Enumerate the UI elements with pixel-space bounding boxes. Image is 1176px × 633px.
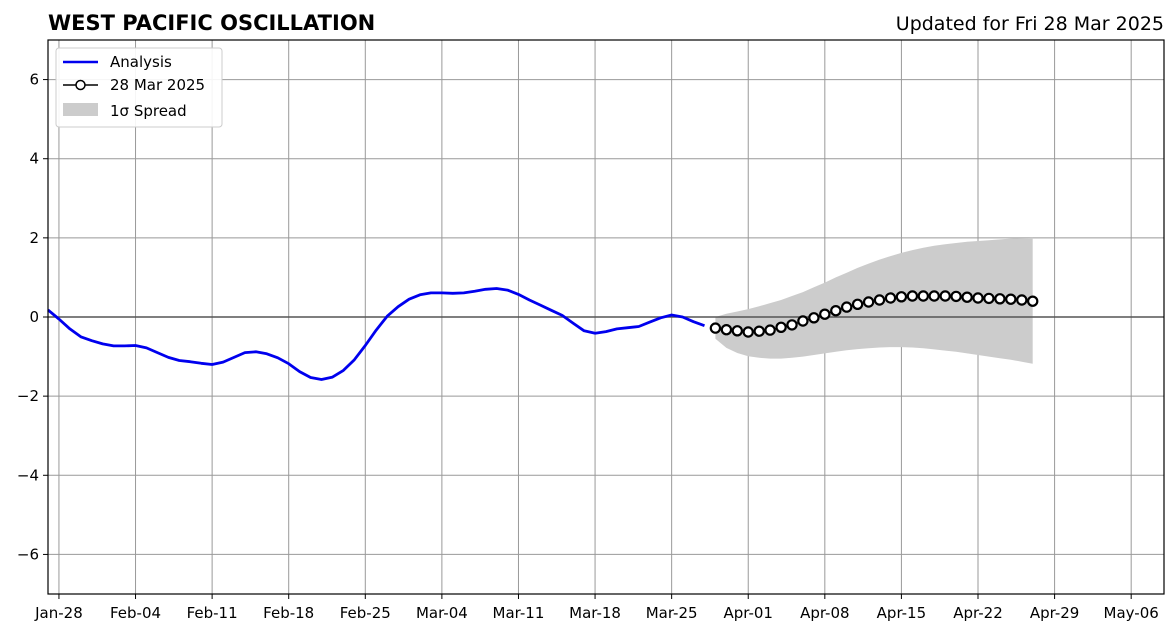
- x-tick-label: Feb-04: [110, 604, 161, 622]
- legend-spread-swatch: [63, 103, 98, 116]
- forecast-point: [884, 292, 897, 304]
- forecast-point: [720, 324, 733, 336]
- x-axis-ticks: Jan-28 Feb-04 Feb-11 Feb-18 Feb-25 Mar-04 Mar-…: [34, 594, 1159, 622]
- forecast-point: [1016, 294, 1028, 306]
- legend-forecast-marker: [75, 79, 86, 91]
- forecast-point: [1005, 293, 1017, 305]
- x-tick-label: Mar-11: [493, 604, 545, 622]
- forecast-point: [939, 290, 951, 302]
- forecast-point: [917, 290, 930, 302]
- x-tick-label: Mar-18: [569, 604, 621, 622]
- legend-spread-label: 1σ Spread: [110, 102, 187, 120]
- forecast-point: [994, 293, 1006, 305]
- forecast-point: [895, 291, 908, 303]
- chart-subtitle: Updated for Fri 28 Mar 2025: [896, 13, 1164, 35]
- y-tick-label: 0: [29, 308, 39, 326]
- forecast-point: [851, 298, 864, 310]
- chart-title: WEST PACIFIC OSCILLATION: [48, 11, 375, 35]
- x-tick-label: Apr-08: [800, 604, 850, 622]
- y-tick-label: −4: [17, 466, 39, 484]
- y-tick-label: 4: [29, 150, 39, 168]
- forecast-point: [819, 308, 831, 320]
- forecast-point: [862, 296, 875, 308]
- forecast-point: [950, 290, 962, 303]
- x-tick-label: Apr-01: [723, 604, 773, 622]
- analysis-layer: [47, 287, 705, 381]
- forecast-point: [742, 326, 754, 338]
- legend: Analysis 28 Mar 2025 1σ Spread: [55, 47, 223, 128]
- x-tick-label: Mar-25: [646, 604, 698, 622]
- forecast-point: [873, 294, 886, 306]
- x-tick-label: Jan-28: [34, 604, 83, 622]
- forecast-point: [786, 319, 798, 331]
- forecast-point: [830, 305, 842, 317]
- x-tick-label: May-06: [1104, 604, 1159, 622]
- x-tick-label: Feb-25: [340, 604, 391, 622]
- forecast-point: [753, 325, 765, 337]
- forecast-point: [928, 290, 940, 302]
- forecast-point: [775, 321, 787, 333]
- forecast-point: [764, 324, 776, 336]
- forecast-point: [709, 322, 722, 334]
- x-tick-label: Apr-22: [953, 604, 1003, 622]
- forecast-point: [961, 291, 973, 303]
- forecast-point: [1026, 295, 1039, 307]
- forecast-point: [731, 325, 744, 337]
- x-tick-label: Feb-11: [187, 604, 238, 622]
- x-tick-label: Apr-15: [877, 604, 927, 622]
- y-tick-label: 2: [29, 229, 39, 247]
- forecast-point: [808, 312, 820, 324]
- forecast-point: [841, 301, 853, 313]
- forecast-point: [906, 290, 919, 302]
- analysis-line: [47, 287, 705, 381]
- forecast-layer: [709, 290, 1039, 338]
- legend-analysis-label: Analysis: [110, 53, 172, 71]
- y-tick-label: 6: [29, 71, 39, 89]
- x-tick-label: Feb-18: [263, 604, 314, 622]
- x-tick-label: Mar-04: [416, 604, 468, 622]
- x-tick-label: Apr-29: [1030, 604, 1080, 622]
- y-tick-label: −6: [17, 545, 39, 563]
- forecast-point: [983, 292, 995, 305]
- y-axis-ticks: −6 −4 −2 0 2 4 6: [17, 71, 48, 563]
- forecast-point: [797, 315, 809, 327]
- legend-forecast-label: 28 Mar 2025: [110, 76, 205, 94]
- y-tick-label: −2: [17, 387, 39, 405]
- forecast-point: [972, 292, 984, 304]
